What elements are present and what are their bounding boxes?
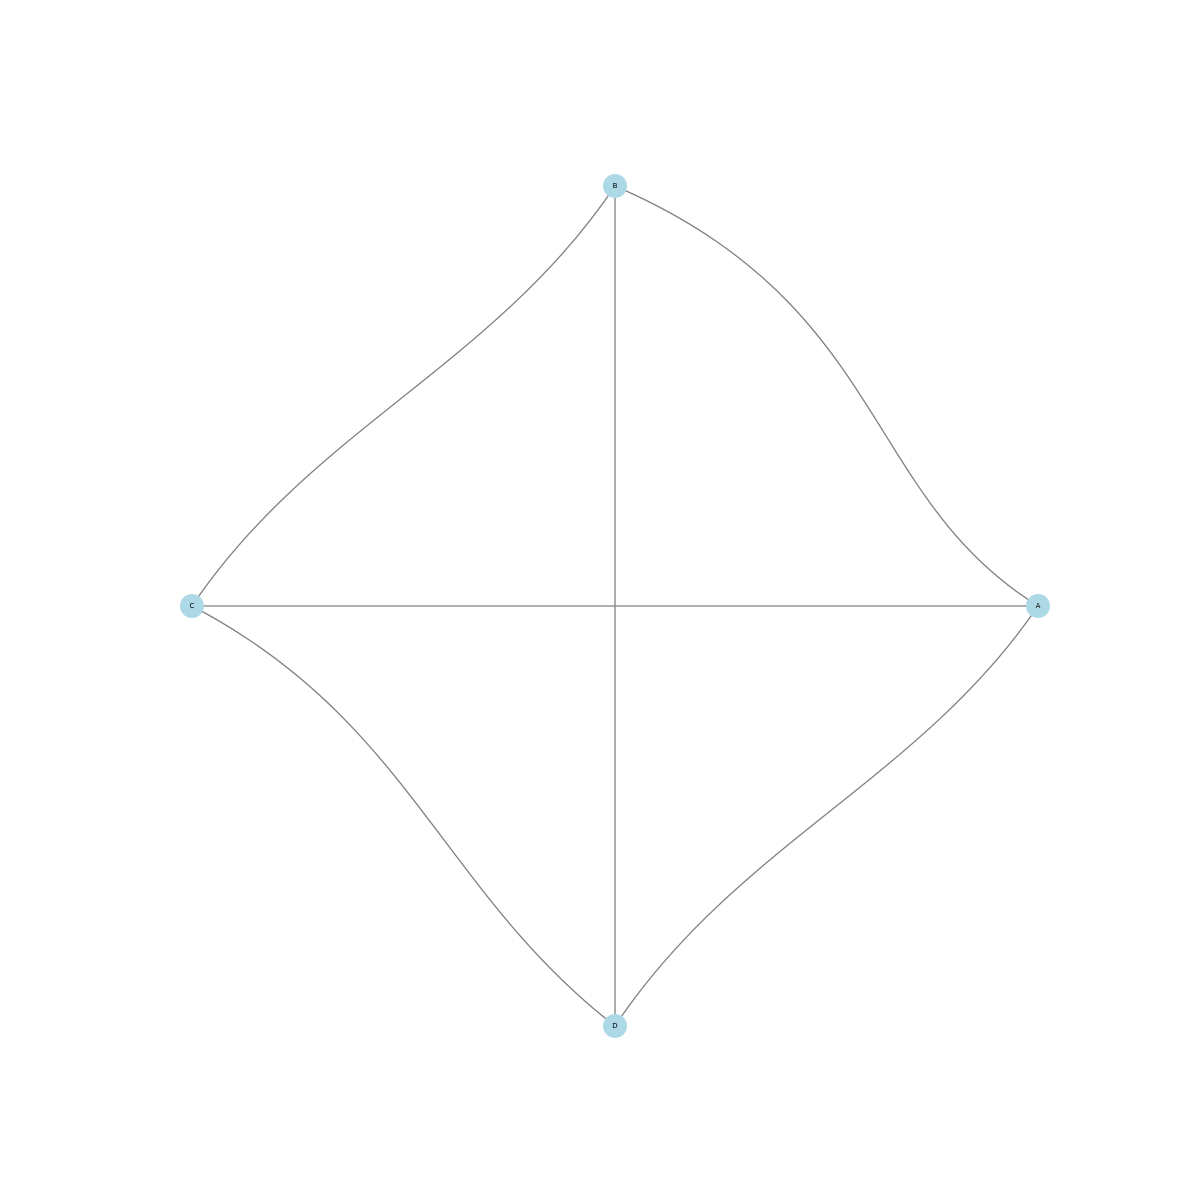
edge-c-b	[191, 185, 616, 607]
node-b-label: B	[613, 182, 618, 190]
node-a-circle	[1026, 594, 1050, 618]
node-d-circle	[603, 1014, 627, 1038]
node-a-label: A	[1036, 602, 1041, 610]
nodes-layer: A B C D	[180, 174, 1050, 1038]
node-c-label: C	[190, 602, 195, 610]
node-d[interactable]: D	[603, 1014, 627, 1038]
edge-a-d	[614, 605, 1039, 1027]
node-a[interactable]: A	[1026, 594, 1050, 618]
edge-d-c	[191, 605, 616, 1027]
node-b[interactable]: B	[603, 174, 627, 198]
edge-b-a	[614, 185, 1039, 607]
node-b-circle	[603, 174, 627, 198]
edges-layer	[191, 185, 1039, 1027]
node-c[interactable]: C	[180, 594, 204, 618]
node-d-label: D	[612, 1022, 617, 1030]
node-c-circle	[180, 594, 204, 618]
